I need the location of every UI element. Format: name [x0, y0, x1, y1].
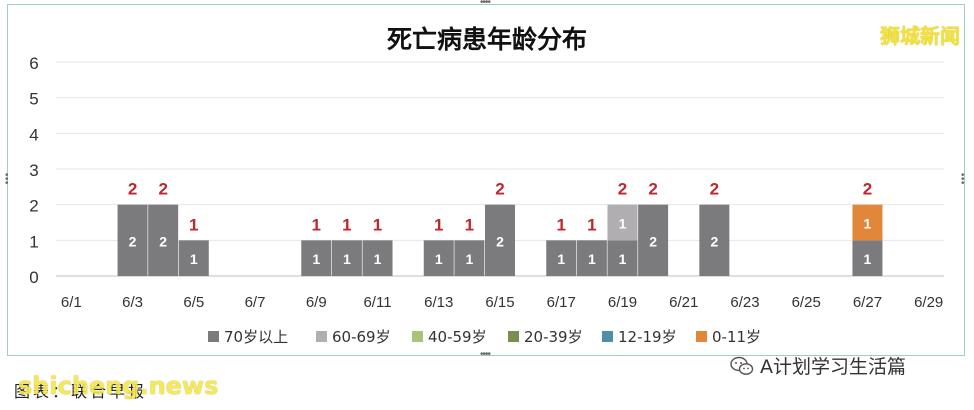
bar-segment — [607, 204, 638, 241]
watermark-bottom-left: shicheng.news — [18, 372, 219, 400]
bar-segment — [454, 240, 485, 276]
bar-total-label: 1 — [312, 215, 321, 234]
bar-total-label: 2 — [128, 180, 137, 199]
watermark-top-right: 狮城新闻 — [880, 24, 960, 48]
bar-total-label: 2 — [710, 180, 719, 199]
bar-total-label: 1 — [465, 215, 474, 234]
bar-total-label: 1 — [342, 215, 351, 234]
bar-segment-label: 1 — [312, 251, 320, 267]
bar-segment-label: 1 — [619, 251, 627, 267]
x-tick-label: 6/21 — [669, 294, 698, 311]
x-tick-label: 6/3 — [122, 294, 143, 311]
legend-label: 12-19岁 — [618, 328, 677, 346]
source-label: 图表：联合早报 — [14, 382, 148, 401]
y-tick-label: 5 — [29, 90, 38, 109]
x-tick-label: 6/13 — [424, 294, 453, 311]
bar-segment-label: 2 — [159, 233, 167, 249]
x-tick-label: 6/23 — [730, 294, 759, 311]
y-tick-label: 4 — [29, 125, 38, 144]
bar-segment — [852, 204, 883, 241]
y-tick-label: 0 — [29, 268, 38, 287]
bar-segment-label: 1 — [588, 251, 596, 267]
x-tick-label: 6/19 — [608, 294, 637, 311]
bar-segment-label: 1 — [190, 251, 198, 267]
bar-segment-label: 1 — [435, 251, 443, 267]
bar-segment-label: 1 — [343, 251, 351, 267]
bar-total-label: 2 — [158, 180, 167, 199]
legend-label: 40-59岁 — [428, 328, 487, 346]
x-tick-label: 6/15 — [485, 294, 514, 311]
bar-total-label: 1 — [434, 215, 443, 234]
x-tick-label: 6/29 — [914, 294, 943, 311]
bar-total-label: 2 — [618, 180, 627, 199]
legend-swatch — [602, 331, 613, 342]
x-tick-label: 6/17 — [547, 294, 576, 311]
bar-segment — [638, 204, 669, 276]
legend-label: 20-39岁 — [524, 328, 583, 346]
bar-segment — [546, 240, 577, 276]
bar-total-label: 1 — [189, 215, 198, 234]
bar-segment — [178, 240, 209, 276]
x-tick-label: 6/5 — [183, 294, 204, 311]
legend-label: 70岁以上 — [224, 328, 288, 346]
bar-total-label: 2 — [495, 180, 504, 199]
chart-frame — [7, 4, 965, 356]
bar-segment — [485, 204, 515, 276]
wechat-icon — [730, 355, 754, 377]
chart-title: 死亡病患年龄分布 — [386, 25, 587, 54]
bar-segment-label: 1 — [864, 251, 872, 267]
legend-label: 60-69岁 — [332, 328, 391, 346]
bar-segment-label: 1 — [864, 216, 872, 232]
bar-segment — [852, 240, 883, 276]
resize-handle-top[interactable]: •••• — [480, 0, 491, 8]
legend-swatch — [412, 331, 423, 342]
bar-segment — [607, 240, 638, 276]
x-tick-label: 6/7 — [245, 294, 266, 311]
bar-segment-label: 2 — [710, 233, 718, 249]
x-tick-label: 6/1 — [61, 294, 82, 311]
bar-total-label: 2 — [863, 180, 872, 199]
wechat-account-name: A计划学习生活篇 — [760, 356, 906, 378]
bar-segment-label: 1 — [619, 216, 627, 232]
bar-segment-label: 1 — [465, 251, 473, 267]
bar-total-label: 2 — [648, 180, 657, 199]
bar-segment — [331, 240, 362, 276]
legend-label: 0-11岁 — [712, 328, 761, 346]
legend-swatch — [208, 331, 219, 342]
legend-swatch — [316, 331, 327, 342]
y-tick-label: 2 — [29, 197, 38, 216]
bar-segment — [699, 204, 730, 276]
bar-segment-label: 1 — [557, 251, 565, 267]
legend-swatch — [696, 331, 707, 342]
bar-segment — [148, 204, 179, 276]
y-tick-label: 3 — [29, 161, 38, 180]
bar-segment-label: 1 — [374, 251, 382, 267]
resize-handle-right[interactable]: • • • — [961, 170, 965, 189]
y-tick-label: 6 — [29, 54, 38, 73]
x-tick-label: 6/27 — [853, 294, 882, 311]
bar-total-label: 1 — [373, 215, 382, 234]
resize-handle-left[interactable]: • • • — [5, 170, 9, 189]
bar-segment — [362, 240, 393, 276]
bar-segment — [423, 240, 454, 276]
x-tick-label: 6/25 — [792, 294, 821, 311]
bar-segment — [576, 240, 607, 276]
x-tick-label: 6/11 — [363, 294, 391, 311]
bar-segment-label: 2 — [129, 233, 137, 249]
legend-swatch — [508, 331, 519, 342]
x-tick-label: 6/9 — [306, 294, 327, 311]
resize-handle-bottom[interactable]: •••• — [480, 349, 491, 360]
bar-segment — [301, 240, 332, 276]
bar-segment-label: 2 — [649, 233, 657, 249]
bar-total-label: 1 — [587, 215, 596, 234]
bar-total-label: 1 — [557, 215, 566, 234]
bar-segment — [117, 204, 148, 276]
y-tick-label: 1 — [29, 232, 38, 251]
wechat-account: A计划学习生活篇 — [730, 352, 906, 379]
bar-segment-label: 2 — [496, 233, 504, 249]
